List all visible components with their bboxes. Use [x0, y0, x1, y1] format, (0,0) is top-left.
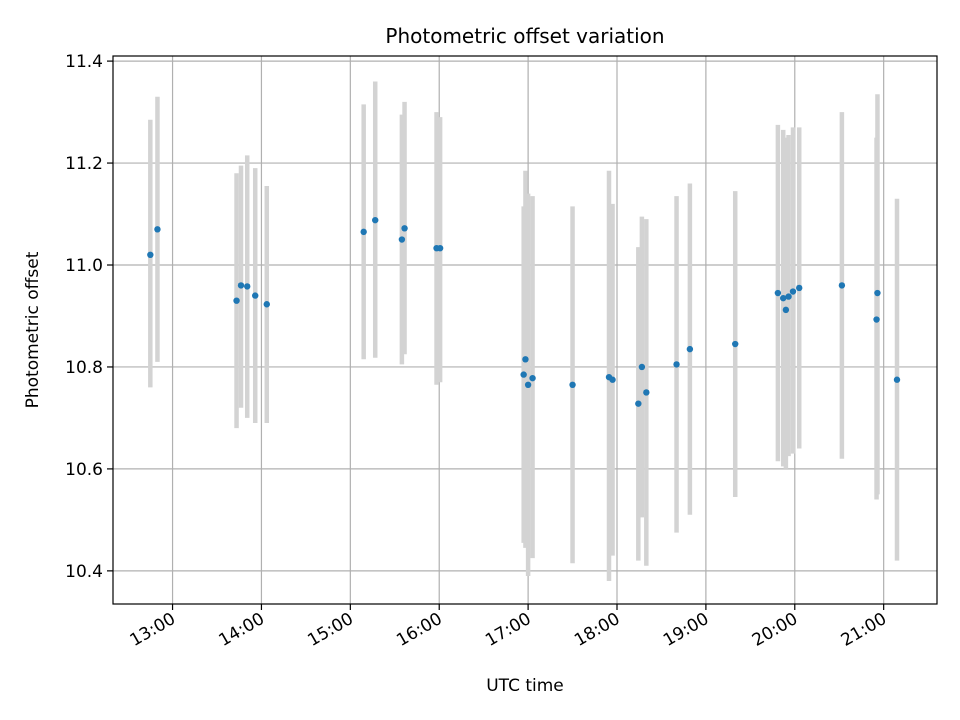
y-tick-label: 11.2 — [65, 154, 103, 174]
data-point — [524, 381, 532, 388]
data-point — [874, 289, 881, 297]
data-point — [774, 289, 782, 297]
data-point — [522, 356, 529, 363]
data-point — [529, 374, 536, 382]
y-tick-label: 10.8 — [65, 358, 103, 378]
data-point — [147, 251, 154, 259]
y-tick-label: 11.4 — [65, 52, 103, 72]
y-tick-label: 10.4 — [65, 562, 103, 582]
data-point — [401, 225, 408, 232]
data-points — [147, 216, 901, 407]
data-point — [789, 288, 797, 295]
y-axis-label: Photometric offset — [23, 251, 43, 408]
data-point — [154, 226, 161, 233]
data-point — [252, 292, 259, 299]
data-point — [609, 376, 616, 383]
data-point — [569, 381, 576, 388]
data-point — [436, 244, 444, 252]
data-point — [244, 283, 251, 290]
data-point — [372, 216, 379, 224]
data-point — [520, 371, 527, 378]
chart-title: Photometric offset variation — [385, 24, 664, 48]
data-point — [233, 297, 240, 304]
data-point — [796, 284, 803, 292]
y-axis-ticks: 10.4 10.6 10.8 11.0 11.2 11.4 — [65, 52, 113, 582]
data-point — [673, 361, 680, 368]
data-point — [732, 340, 739, 348]
data-point — [893, 376, 901, 383]
y-tick-label: 10.6 — [65, 460, 103, 480]
data-point — [638, 363, 646, 371]
data-point — [643, 389, 650, 396]
data-point — [686, 345, 694, 353]
data-point — [780, 294, 787, 302]
x-axis-label: UTC time — [486, 676, 564, 696]
data-point — [838, 282, 846, 289]
data-point — [398, 236, 406, 243]
data-point — [237, 282, 245, 289]
y-tick-label: 11.0 — [65, 256, 103, 276]
data-point — [360, 228, 367, 236]
data-point — [635, 400, 642, 407]
data-point — [263, 301, 270, 308]
plot-area-frame — [112, 55, 938, 605]
data-point — [873, 316, 880, 323]
data-point — [782, 306, 790, 314]
data-point — [785, 293, 792, 300]
